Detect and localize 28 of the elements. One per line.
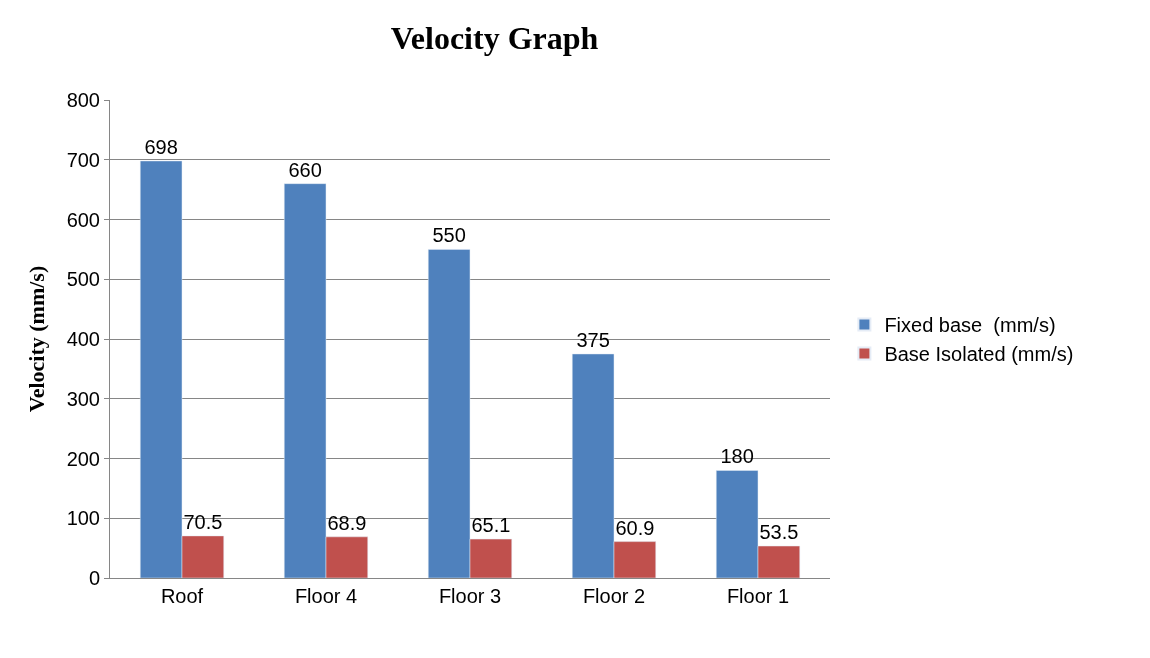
chart-title: Velocity Graph <box>390 19 599 56</box>
y-tick-label: 800 <box>66 89 100 111</box>
x-tick-label: Floor 1 <box>726 585 790 607</box>
data-label: 550 <box>432 224 466 247</box>
x-tick-label: Floor 4 <box>294 585 358 607</box>
x-tick-label: Floor 3 <box>438 585 502 607</box>
data-label: 70.5 <box>183 510 223 533</box>
y-tick-label: 200 <box>66 447 100 470</box>
data-label: 65.1 <box>471 514 511 537</box>
data-label: 53.5 <box>759 521 799 544</box>
y-tick-label: 0 <box>88 567 100 589</box>
y-tick-label: 600 <box>66 208 100 231</box>
data-label: 180 <box>720 445 754 468</box>
y-tick-label: 300 <box>66 387 100 410</box>
data-label: 375 <box>576 328 610 351</box>
y-tick-label: 500 <box>66 268 100 291</box>
y-tick-label: 100 <box>66 507 100 530</box>
data-label: 60.9 <box>615 516 655 539</box>
y-axis-title: Velocity (mm/s) <box>24 265 50 413</box>
data-label: 698 <box>144 135 178 158</box>
data-label: 68.9 <box>327 511 367 534</box>
legend-label: Base Isolated (mm/s) <box>884 343 1074 366</box>
x-tick-label: Roof <box>160 585 204 607</box>
data-label: 660 <box>288 158 322 181</box>
x-tick-label: Floor 2 <box>582 585 646 607</box>
y-tick-label: 700 <box>66 148 100 171</box>
legend-label: Fixed base (mm/s) <box>884 314 1056 337</box>
y-tick-label: 400 <box>66 328 100 350</box>
